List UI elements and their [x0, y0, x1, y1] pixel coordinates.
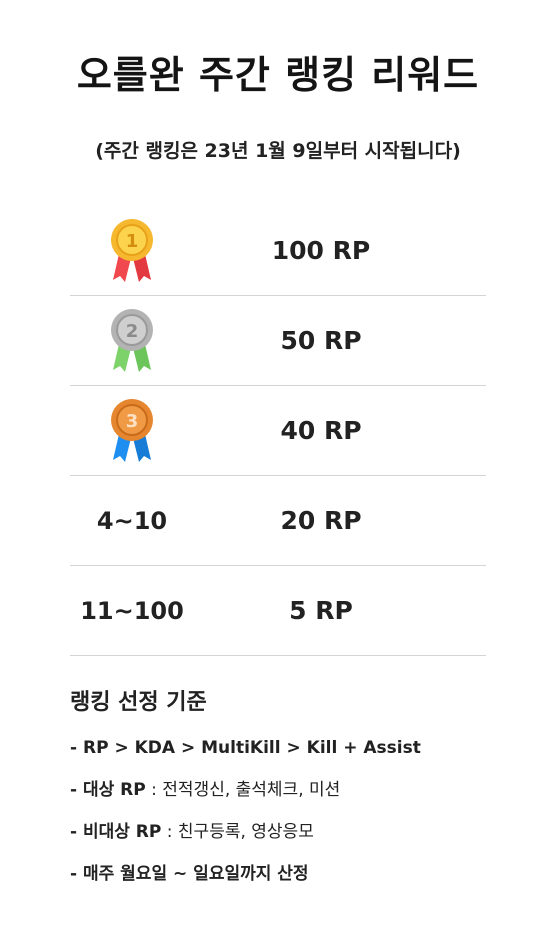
page-title: 오를완 주간 랭킹 리워드 [76, 53, 480, 97]
gold-medal-icon: 1 [111, 218, 153, 282]
reward-cell: 20 RP [280, 506, 362, 535]
criteria-item-label: - 비대상 RP [70, 822, 162, 842]
ranking-row-1: 1 100 RP [70, 206, 486, 296]
ranking-reward-table: 1 100 RP 2 50 RP 3 4 [70, 206, 486, 656]
reward-cell: 50 RP [280, 326, 362, 355]
ranking-row-4: 4~10 20 RP [70, 476, 486, 566]
rank-cell: 1 [70, 218, 194, 284]
ranking-row-5: 11~100 5 RP [70, 566, 486, 656]
criteria-title: 랭킹 선정 기준 [70, 690, 207, 715]
criteria-item: - 매주 월요일 ~ 일요일까지 산정 [70, 862, 530, 904]
bronze-medal-icon: 3 [111, 398, 153, 462]
svg-text:1: 1 [126, 231, 139, 252]
ranking-row-3: 3 40 RP [70, 386, 486, 476]
reward-cell: 100 RP [271, 236, 371, 265]
rank-range-label: 4~10 [96, 506, 168, 535]
criteria-item-detail: : 친구등록, 영상응모 [161, 822, 314, 842]
criteria-item-detail: : 전적갱신, 출석체크, 미션 [145, 780, 341, 800]
criteria-item-text: - 매주 월요일 ~ 일요일까지 산정 [70, 864, 309, 884]
criteria-item: - RP > KDA > MultiKill > Kill + Assist [70, 736, 530, 778]
page-subtitle: (주간 랭킹은 23년 1월 9일부터 시작됩니다) [95, 140, 461, 162]
svg-text:2: 2 [126, 321, 139, 342]
ranking-row-2: 2 50 RP [70, 296, 486, 386]
svg-text:3: 3 [126, 411, 139, 432]
criteria-item: - 대상 RP : 전적갱신, 출석체크, 미션 [70, 778, 530, 820]
criteria-item-label: - 대상 RP [70, 780, 146, 800]
rank-range-label: 11~100 [80, 596, 184, 625]
rank-cell: 3 [70, 398, 194, 464]
silver-medal-icon: 2 [111, 308, 153, 372]
criteria-list: - RP > KDA > MultiKill > Kill + Assist -… [70, 736, 530, 904]
criteria-item: - 비대상 RP : 친구등록, 영상응모 [70, 820, 530, 862]
reward-cell: 5 RP [289, 596, 353, 625]
rank-cell: 2 [70, 308, 194, 374]
reward-cell: 40 RP [280, 416, 362, 445]
criteria-item-text: - RP > KDA > MultiKill > Kill + Assist [70, 738, 421, 758]
